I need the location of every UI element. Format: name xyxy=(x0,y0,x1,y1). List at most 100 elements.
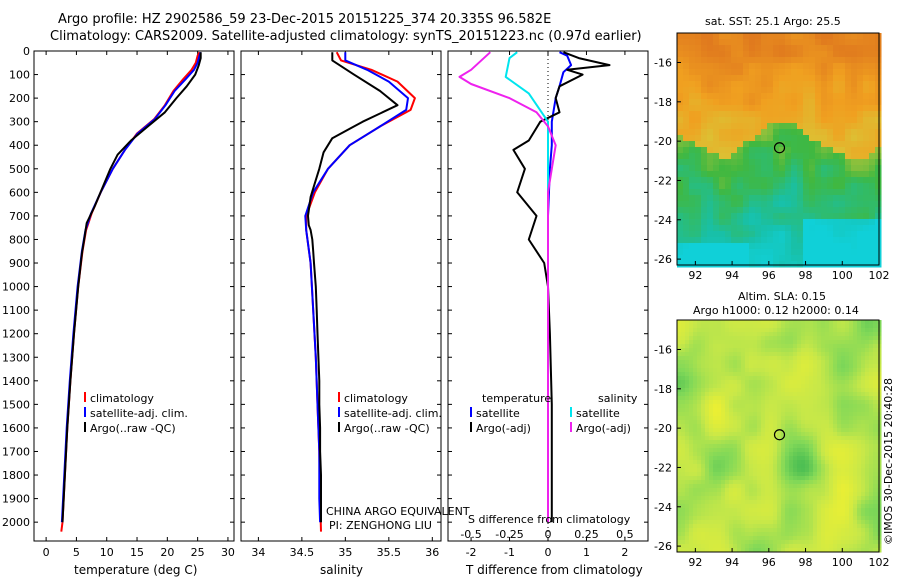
map-cell xyxy=(689,432,694,437)
map-cell xyxy=(791,195,798,202)
map-cell xyxy=(815,195,822,202)
map-cell xyxy=(683,261,690,268)
map-cell xyxy=(853,496,858,501)
map-cell xyxy=(853,364,858,369)
map-cell xyxy=(785,380,790,385)
map-cell xyxy=(731,195,738,202)
map-cell xyxy=(749,51,756,58)
map-cell xyxy=(813,460,818,465)
map-cell xyxy=(773,99,780,106)
map-cell xyxy=(717,468,722,473)
map-cell xyxy=(689,548,694,553)
map-cell xyxy=(875,261,882,268)
map-cell xyxy=(825,456,830,461)
map-cell xyxy=(837,492,842,497)
map-cell xyxy=(725,99,732,106)
map-cell xyxy=(861,544,866,549)
map-cell xyxy=(685,376,690,381)
map-cell xyxy=(725,237,732,244)
map-cell xyxy=(829,484,834,489)
map-cell xyxy=(677,81,684,88)
map-cell xyxy=(839,135,846,142)
map-cell xyxy=(791,183,798,190)
map-cell xyxy=(695,255,702,262)
map-cell xyxy=(731,51,738,58)
map-cell xyxy=(697,396,702,401)
map-cell xyxy=(875,147,882,154)
map-cell xyxy=(829,368,834,373)
map-cell xyxy=(743,189,750,196)
map-cell xyxy=(689,480,694,485)
map-cell xyxy=(857,484,862,489)
map-cell xyxy=(725,135,732,142)
map-cell xyxy=(779,63,786,70)
map-cell xyxy=(841,460,846,465)
map-cell xyxy=(773,328,778,333)
map-cell xyxy=(737,528,742,533)
x-tick-label: 0 xyxy=(43,546,50,559)
map-cell xyxy=(745,468,750,473)
map-cell xyxy=(767,207,774,214)
map-cell xyxy=(873,416,878,421)
map-cell xyxy=(685,544,690,549)
map-cell xyxy=(837,528,842,533)
map-cell xyxy=(803,129,810,136)
map-cell xyxy=(845,147,852,154)
map-cell xyxy=(765,468,770,473)
map-cell xyxy=(865,492,870,497)
map-cell xyxy=(779,129,786,136)
map-cell xyxy=(805,528,810,533)
map-cell xyxy=(757,416,762,421)
map-cell xyxy=(785,520,790,525)
map-cell xyxy=(725,39,732,46)
map-cell xyxy=(683,153,690,160)
map-cell xyxy=(825,468,830,473)
map-cell xyxy=(829,404,834,409)
map-cell xyxy=(693,536,698,541)
map-cell xyxy=(815,171,822,178)
map-cell xyxy=(713,33,720,40)
map-cell xyxy=(863,99,870,106)
map-cell xyxy=(707,87,714,94)
map-cell xyxy=(851,45,858,52)
map-cell xyxy=(869,249,876,256)
map-cell xyxy=(833,75,840,82)
map-cell xyxy=(713,356,718,361)
map-cell xyxy=(793,332,798,337)
map-cell xyxy=(789,416,794,421)
map-cell xyxy=(809,364,814,369)
map-cell xyxy=(743,159,750,166)
map-cell xyxy=(857,540,862,545)
map-cell xyxy=(789,444,794,449)
map-cell xyxy=(695,231,702,238)
map-cell xyxy=(683,99,690,106)
map-cell xyxy=(833,484,838,489)
map-cell xyxy=(849,436,854,441)
map-cell xyxy=(793,412,798,417)
map-cell xyxy=(841,468,846,473)
map-cell xyxy=(749,536,754,541)
map-cell xyxy=(767,189,774,196)
map-cell xyxy=(749,528,754,533)
map-cell xyxy=(677,432,682,437)
map-cell xyxy=(821,544,826,549)
map-cell xyxy=(861,352,866,357)
map-cell xyxy=(741,372,746,377)
map-cell xyxy=(809,99,816,106)
map-cell xyxy=(713,249,720,256)
map-cell xyxy=(825,372,830,377)
map-cell xyxy=(801,332,806,337)
map-cell xyxy=(789,360,794,365)
map-cell xyxy=(815,63,822,70)
map-cell xyxy=(861,436,866,441)
map-cell xyxy=(777,456,782,461)
map-cell xyxy=(857,508,862,513)
map-cell xyxy=(677,243,684,250)
map-cell xyxy=(869,237,876,244)
map-cell xyxy=(681,396,686,401)
x-tick-label: 10 xyxy=(100,546,114,559)
map-cell xyxy=(693,404,698,409)
map-cell xyxy=(737,372,742,377)
map-cell xyxy=(821,189,828,196)
map-cell xyxy=(777,324,782,329)
